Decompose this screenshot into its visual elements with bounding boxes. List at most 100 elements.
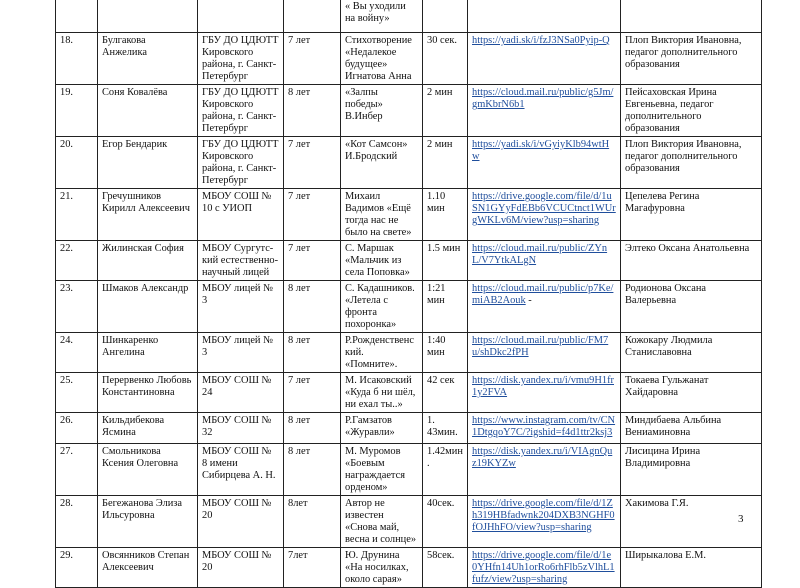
name-text: Смольникова Ксения Олеговна: [102, 446, 179, 469]
cell-work: «Кот Самсон» И.Бродский: [340, 136, 423, 189]
org-text: МБОУ лицей № 3: [202, 335, 273, 358]
age-text: 7лет: [288, 550, 308, 561]
video-link[interactable]: https://drive.google.com/file/d/1e0YHfn1…: [472, 550, 615, 585]
video-link[interactable]: https://disk.yandex.ru/i/VIAgnQuz19KYZw: [472, 446, 613, 469]
cell-org: МБОУ лицей № 3: [197, 332, 284, 373]
org-text: ГБУ ДО ЦДЮТТ Кировского района, г. Санкт…: [202, 35, 279, 82]
cell-duration: 42 сек: [422, 372, 468, 413]
cell-duration: 40сек.: [422, 495, 468, 548]
video-link[interactable]: https://www.instagram.com/tv/CN1DtgqoY7C…: [472, 415, 616, 438]
work-text: « Вы уходили на войну»: [345, 1, 406, 24]
cell-num: 25.: [55, 372, 98, 413]
cell-teacher: Цепелева Регина Магафуровна: [620, 188, 762, 241]
age-text: 7 лет: [288, 243, 311, 254]
cell-name: Егор Бендарик: [97, 136, 198, 189]
duration-text: 2 мин: [427, 139, 453, 150]
cell-name: Гречушников Кирилл Алексеевич: [97, 188, 198, 241]
teacher-text: Плоп Виктория Ивановна, педагог дополнит…: [625, 139, 742, 174]
org-text: МБОУ Сургутс-кий естественно-научный лиц…: [202, 243, 279, 278]
cell-org: [197, 0, 284, 33]
video-link[interactable]: https://disk.yandex.ru/i/vmu9H1fr1y2FVA: [472, 375, 614, 398]
video-link[interactable]: https://yadi.sk/i/vGyiyKlb94wtHw: [472, 139, 610, 162]
page-number: 3: [738, 513, 744, 525]
cell-work: С. Маршак «Мальчик из села Поповка»: [340, 240, 423, 281]
name-text: Перервенко Любовь Константиновна: [102, 375, 192, 398]
cell-teacher: Токаева Гульжанат Хайдаровна: [620, 372, 762, 413]
cell-teacher: Родионова Оксана Валерьевна: [620, 280, 762, 333]
cell-work: Автор не известен «Снова май, весна и со…: [340, 495, 423, 548]
cell-work: Р.Рожденственский. «Помните».: [340, 332, 423, 373]
cell-duration: 1:21 мин: [422, 280, 468, 333]
table-row-continued: « Вы уходили на войну»: [55, 0, 762, 33]
video-link[interactable]: https://cloud.mail.ru/public/ZYnL/V7YtkA…: [472, 243, 608, 266]
age-text: 8 лет: [288, 415, 311, 426]
teacher-text: Плоп Виктория Ивановна, педагог дополнит…: [625, 35, 742, 70]
num-text: 22.: [60, 243, 73, 254]
cell-work: Ю. Друнина «На носилках, около сарая»: [340, 547, 423, 588]
name-text: Шинкаренко Ангелина: [102, 335, 159, 358]
cell-num: 22.: [55, 240, 98, 281]
cell-work: « Вы уходили на войну»: [340, 0, 423, 33]
table-row: 21. Гречушников Кирилл Алексеевич МБОУ СОШ…: [55, 188, 762, 241]
name-text: Соня Ковалёва: [102, 87, 168, 98]
cell-duration: 2 мин: [422, 84, 468, 137]
cell-duration: 2 мин: [422, 136, 468, 189]
video-link[interactable]: https://drive.google.com/file/d/1Zh319HB…: [472, 498, 615, 533]
cell-org: ГБУ ДО ЦДЮТТ Кировского района, г. Санкт…: [197, 136, 284, 189]
org-text: МБОУ СОШ № 32: [202, 415, 272, 438]
table-row: 24. Шинкаренко Ангелина МБОУ лицей № 3 8 ле…: [55, 332, 762, 373]
cell-name: Перервенко Любовь Константиновна: [97, 372, 198, 413]
work-text: Автор не известен «Снова май, весна и со…: [345, 498, 417, 545]
cell-num: [55, 0, 98, 33]
cell-teacher: Хакимова Г.Я.: [620, 495, 762, 548]
cell-teacher: Кожокару Людмила Станиславовна: [620, 332, 762, 373]
cell-name: Смольникова Ксения Олеговна: [97, 443, 198, 496]
cell-link: https://drive.google.com/file/d/1uSN1GYy…: [467, 188, 621, 241]
video-link[interactable]: https://cloud.mail.ru/public/FM7u/shDkc2…: [472, 335, 609, 358]
cell-age: [283, 0, 341, 33]
num-text: 27.: [60, 446, 73, 457]
table-row: 28. Бегежанова Элиза Ильсуровна МБОУ СОШ №…: [55, 495, 762, 548]
video-link[interactable]: https://cloud.mail.ru/public/g5Jm/gmKbrN…: [472, 87, 614, 110]
video-link[interactable]: https://yadi.sk/i/fzJ3NSa0Pyip-Q: [472, 35, 610, 46]
duration-text: 1:40 мин: [427, 335, 446, 358]
cell-name: Шинкаренко Ангелина: [97, 332, 198, 373]
work-text: Ю. Друнина «На носилках, около сарая»: [345, 550, 409, 585]
cell-num: 20.: [55, 136, 98, 189]
table-row: 19. Соня Ковалёва ГБУ ДО ЦДЮТТ Кировского …: [55, 84, 762, 137]
video-link[interactable]: https://drive.google.com/file/d/1uSN1GYy…: [472, 191, 616, 226]
name-text: Овсянников Степан Алексеевич: [102, 550, 190, 573]
cell-org: МБОУ СОШ № 10 с УИОП: [197, 188, 284, 241]
cell-age: 7 лет: [283, 136, 341, 189]
name-text: Кильдибекова Ясмина: [102, 415, 165, 438]
age-text: 7 лет: [288, 191, 311, 202]
cell-org: МБОУ СОШ № 8 имени Сибирцева А. Н.: [197, 443, 284, 496]
cell-work: Р.Гамзатов «Журавли»: [340, 412, 423, 444]
cell-name: Овсянников Степан Алексеевич: [97, 547, 198, 588]
work-text: Р.Рожденственский. «Помните».: [345, 335, 414, 370]
name-text: Шмаков Александр: [102, 283, 189, 294]
cell-link: https://cloud.mail.ru/public/g5Jm/gmKbrN…: [467, 84, 621, 137]
teacher-text: Кожокару Людмила Станиславовна: [625, 335, 713, 358]
name-text: Бегежанова Элиза Ильсуровна: [102, 498, 183, 521]
duration-text: 1.42мин.: [427, 446, 463, 469]
cell-teacher: [620, 0, 762, 33]
num-text: 28.: [60, 498, 73, 509]
cell-org: ГБУ ДО ЦДЮТТ Кировского района, г. Санкт…: [197, 32, 284, 85]
participants-table: « Вы уходили на войну» 18. Булгакова Анже…: [55, 0, 762, 588]
cell-work: М. Муромов «Боевым награждается орденом»: [340, 443, 423, 496]
link-suffix: -: [525, 295, 532, 306]
age-text: 7 лет: [288, 139, 311, 150]
num-text: 23.: [60, 283, 73, 294]
cell-link: https://disk.yandex.ru/i/vmu9H1fr1y2FVA: [467, 372, 621, 413]
cell-age: 7 лет: [283, 188, 341, 241]
org-text: МБОУ СОШ № 20: [202, 550, 272, 573]
video-link[interactable]: https://cloud.mail.ru/public/p7Ke/miAB2A…: [472, 283, 614, 306]
cell-work: М. Исаковский «Куда б ни шёл, ни ехал ты…: [340, 372, 423, 413]
work-text: Михаил Вадимов «Ещё тогда нас не было на…: [345, 191, 412, 238]
work-text: С. Маршак «Мальчик из села Поповка»: [345, 243, 410, 278]
table-row: 20. Егор Бендарик ГБУ ДО ЦДЮТТ Кировского …: [55, 136, 762, 189]
age-text: 8лет: [288, 498, 308, 509]
org-text: МБОУ СОШ № 8 имени Сибирцева А. Н.: [202, 446, 276, 481]
teacher-text: Цепелева Регина Магафуровна: [625, 191, 700, 214]
